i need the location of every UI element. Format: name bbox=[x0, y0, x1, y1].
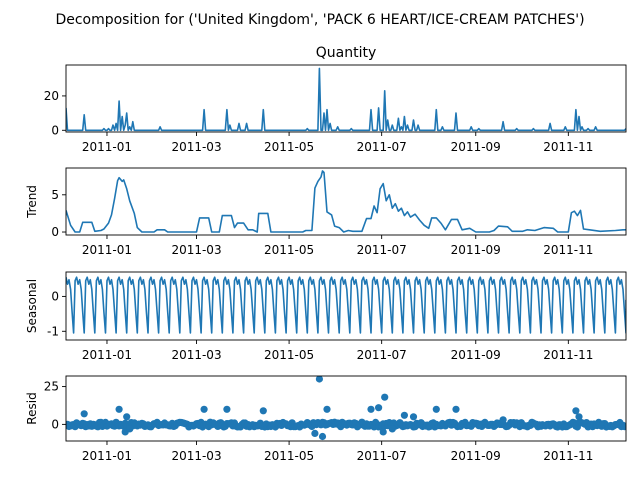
quantity-xtick-label: 2011-01 bbox=[82, 140, 132, 154]
seasonal-axes-frame bbox=[65, 271, 627, 341]
seasonal-ytick-label: 0 bbox=[51, 289, 59, 303]
resid-xtick-label: 2011-07 bbox=[357, 449, 407, 463]
trend-ylabel: Trend bbox=[25, 185, 39, 219]
seasonal-xtick-label: 2011-05 bbox=[264, 348, 314, 362]
quantity-xtick-label: 2011-05 bbox=[264, 140, 314, 154]
resid-point bbox=[200, 405, 208, 413]
resid-xtick-label: 2011-05 bbox=[264, 449, 314, 463]
trend-plot-area bbox=[66, 170, 626, 233]
trend-xtick-label: 2011-11 bbox=[543, 243, 593, 257]
quantity-series-line bbox=[66, 67, 626, 132]
trend-ytick-label: 5 bbox=[51, 188, 59, 202]
resid-point bbox=[381, 393, 389, 401]
resid-point bbox=[367, 405, 375, 413]
resid-point bbox=[622, 422, 626, 430]
quantity-axes-frame bbox=[65, 64, 627, 133]
quantity-xtick-label: 2011-09 bbox=[451, 140, 501, 154]
quantity-xtick-label: 2011-07 bbox=[357, 140, 407, 154]
trend-xtick-label: 2011-05 bbox=[264, 243, 314, 257]
trend-axes-frame bbox=[65, 167, 627, 236]
quantity-xtick-label: 2011-03 bbox=[171, 140, 221, 154]
trend-xtick-label: 2011-07 bbox=[357, 243, 407, 257]
resid-point bbox=[315, 376, 323, 383]
trend-series-line bbox=[66, 170, 626, 233]
figure-suptitle: Decomposition for ('United Kingdom', 'PA… bbox=[55, 12, 584, 28]
trend-ytick-label: 0 bbox=[51, 225, 59, 239]
resid-point bbox=[452, 405, 460, 413]
resid-ytick-label: 0 bbox=[51, 417, 59, 431]
resid-axes-frame bbox=[65, 375, 627, 442]
resid-xtick-label: 2011-09 bbox=[451, 449, 501, 463]
seasonal-series-line bbox=[66, 276, 626, 334]
seasonal-plot-area bbox=[66, 276, 626, 334]
resid-point bbox=[115, 405, 123, 413]
quantity-title: Quantity bbox=[316, 45, 377, 61]
seasonal-ytick-label: -1 bbox=[47, 324, 59, 338]
seasonal-panel: -1 0 2011-01 2011-03 2011-05 2011-07 2011-09 20… bbox=[25, 271, 627, 362]
resid-point bbox=[409, 413, 418, 421]
quantity-ytick-label: 0 bbox=[51, 123, 59, 137]
resid-plot-area bbox=[66, 376, 626, 441]
resid-point bbox=[311, 429, 319, 437]
resid-point bbox=[318, 432, 327, 441]
quantity-xtick-label: 2011-11 bbox=[543, 140, 593, 154]
resid-point bbox=[379, 428, 387, 436]
resid-panel: 0 25 2011-01 2011-03 2011-05 2011-07 2011-09 20… bbox=[25, 375, 627, 463]
resid-point bbox=[375, 404, 383, 412]
resid-point bbox=[323, 405, 331, 413]
seasonal-xtick-label: 2011-07 bbox=[357, 348, 407, 362]
resid-point bbox=[499, 416, 507, 424]
resid-point bbox=[575, 413, 583, 421]
quantity-panel: 0 20 2011-01 2011-03 2011-05 2011-07 2011-09 20… bbox=[44, 45, 627, 154]
resid-point bbox=[80, 410, 88, 418]
trend-xtick-label: 2011-01 bbox=[82, 243, 132, 257]
seasonal-xtick-label: 2011-01 bbox=[82, 348, 132, 362]
resid-xtick-label: 2011-01 bbox=[82, 449, 132, 463]
seasonal-xtick-label: 2011-03 bbox=[171, 348, 221, 362]
seasonal-ylabel: Seasonal bbox=[25, 279, 39, 333]
resid-point bbox=[432, 405, 440, 413]
resid-point bbox=[123, 413, 131, 421]
panels: 0 20 2011-01 2011-03 2011-05 2011-07 2011-09 20… bbox=[25, 45, 627, 463]
seasonal-xtick-label: 2011-09 bbox=[451, 348, 501, 362]
resid-point bbox=[223, 405, 231, 413]
resid-point bbox=[400, 411, 408, 419]
resid-point bbox=[572, 407, 580, 415]
resid-xtick-label: 2011-11 bbox=[543, 449, 593, 463]
resid-ytick-label: 25 bbox=[44, 380, 59, 394]
resid-xtick-label: 2011-03 bbox=[171, 449, 221, 463]
quantity-plot-area bbox=[66, 67, 626, 132]
resid-point bbox=[259, 407, 267, 415]
trend-xtick-label: 2011-03 bbox=[171, 243, 221, 257]
quantity-ytick-label: 20 bbox=[44, 89, 59, 103]
resid-ylabel: Resid bbox=[25, 392, 39, 424]
seasonal-xtick-label: 2011-11 bbox=[543, 348, 593, 362]
trend-xtick-label: 2011-09 bbox=[451, 243, 501, 257]
resid-point bbox=[388, 425, 396, 433]
resid-point bbox=[126, 425, 134, 433]
trend-panel: 0 5 2011-01 2011-03 2011-05 2011-07 2011-09 201… bbox=[25, 167, 627, 257]
